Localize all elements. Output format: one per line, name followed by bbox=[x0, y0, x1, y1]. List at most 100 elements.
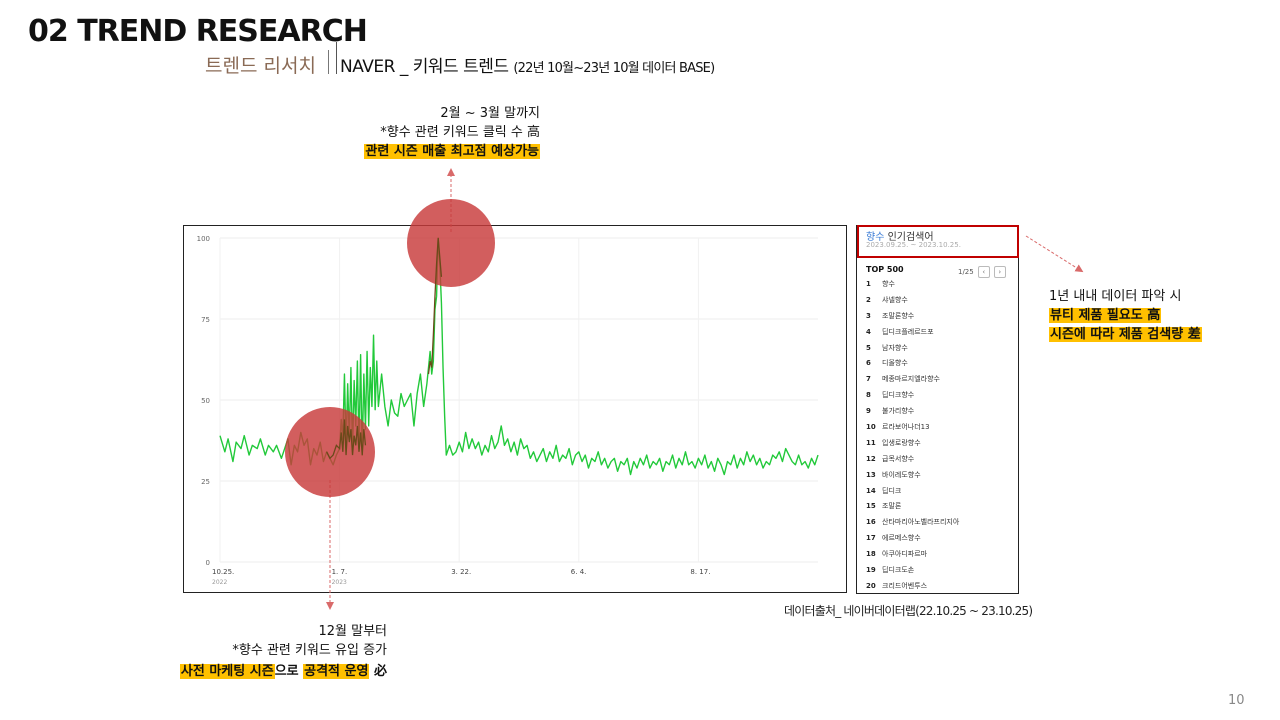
x-tick-year: 2022 bbox=[212, 579, 227, 586]
y-tick-label: 25 bbox=[201, 478, 210, 486]
peak-overlay-line bbox=[427, 237, 443, 375]
slide-title: 02 TREND RESEARCH bbox=[28, 14, 368, 49]
rank-number: 3 bbox=[866, 311, 871, 320]
trend-line-chart: 0 25 50 75 100 10.25. 2022 1. 7. 2023 3. 22. 6. 4.… bbox=[197, 235, 819, 586]
rank-number: 6 bbox=[866, 359, 871, 368]
rank-number: 9 bbox=[866, 407, 871, 416]
rank-keyword: 입생로랑향수 bbox=[882, 438, 921, 447]
rank-item[interactable]: 19 딥디크도손 bbox=[866, 563, 1014, 579]
rank-keyword: 향수 bbox=[882, 280, 895, 288]
trend-chart-frame: 0 25 50 75 100 10.25. 2022 1. 7. 2023 3. 22. 6. 4.… bbox=[183, 225, 847, 593]
rank-item[interactable]: 12 급목서향수 bbox=[866, 452, 1014, 468]
panel-title-rest: 인기검색어 bbox=[884, 232, 934, 243]
rank-item[interactable]: 9 불가리향수 bbox=[866, 404, 1014, 420]
rank-keyword: 샤넬향수 bbox=[882, 295, 908, 304]
title-divider bbox=[336, 42, 337, 74]
rank-item[interactable]: 8 딥디크향수 bbox=[866, 388, 1014, 404]
bottom-annotation-highlight-a: 사전 마케팅 시즌 bbox=[179, 664, 275, 679]
rank-number: 4 bbox=[866, 327, 871, 336]
y-tick-label: 0 bbox=[206, 559, 210, 567]
rank-item[interactable]: 7 메종마르지엘라향수 bbox=[866, 372, 1014, 388]
rank-item[interactable]: 3 조말론향수 bbox=[866, 309, 1014, 325]
top-annotation: 2월 ~ 3월 말까지 *향수 관련 키워드 클릭 수 高 관련 시즌 매출 최… bbox=[364, 104, 540, 161]
subtitle-keyword-trend: NAVER _ 키워드 트렌드 bbox=[340, 57, 509, 77]
rank-number: 10 bbox=[866, 423, 876, 432]
bottom-annotation-line1: 12월 말부터 bbox=[318, 624, 387, 639]
rank-number: 12 bbox=[866, 454, 876, 463]
y-tick-label: 50 bbox=[201, 397, 210, 405]
rank-item[interactable]: 20 크리드어벤투스 bbox=[866, 579, 1014, 595]
rank-number: 2 bbox=[866, 295, 871, 304]
rank-number: 8 bbox=[866, 391, 871, 400]
prev-page-button[interactable]: ‹ bbox=[977, 266, 990, 278]
rank-keyword: 딥디크도손 bbox=[882, 566, 915, 575]
rank-keyword: 크리드어벤투스 bbox=[882, 581, 928, 590]
rank-number: 19 bbox=[866, 566, 876, 575]
rank-number: 20 bbox=[866, 581, 876, 590]
top-annotation-line1: 2월 ~ 3월 말까지 bbox=[440, 106, 540, 121]
x-tick-label: 6. 4. bbox=[571, 568, 587, 576]
rank-number: 14 bbox=[866, 486, 876, 495]
bottom-annotation-connector: 으로 bbox=[274, 664, 304, 679]
rank-keyword: 조말론향수 bbox=[882, 311, 915, 320]
bottom-annotation: 12월 말부터 *향수 관련 키워드 유입 증가 사전 마케팅 시즌으로 공격적… bbox=[179, 622, 387, 681]
rank-keyword: 메종마르지엘라향수 bbox=[882, 375, 940, 384]
rank-item[interactable]: 13 바이레도향수 bbox=[866, 468, 1014, 484]
rank-number: 1 bbox=[866, 280, 871, 288]
rank-list: 1 향수 2 샤넬향수 3 조말론향수 4 딥디크플레르드포 5 남자향수 6 디올향수 7 메종마르지엘… bbox=[866, 277, 1014, 595]
bottom-annotation-line2: *향수 관련 키워드 유입 증가 bbox=[232, 643, 387, 658]
side-annotation-highlight1: 뷰티 제품 필요도 高 bbox=[1049, 308, 1162, 323]
subtitle-korean: 트렌드 리서치 bbox=[205, 55, 316, 77]
side-annotation-highlight2: 시즌에 따라 제품 검색량 差 bbox=[1049, 327, 1202, 342]
rank-item[interactable]: 14 딥디크 bbox=[866, 484, 1014, 500]
rank-item[interactable]: 5 남자향수 bbox=[866, 341, 1014, 357]
rank-item[interactable]: 11 입생로랑향수 bbox=[866, 436, 1014, 452]
panel-date-range: 2023.09.25. ~ 2023.10.25. bbox=[866, 241, 961, 249]
x-tick-label: 8. 17. bbox=[690, 568, 710, 576]
rise-highlight-circle bbox=[285, 407, 375, 497]
top-annotation-highlight: 관련 시즌 매출 최고점 예상가능 bbox=[364, 144, 540, 159]
x-tick-label: 3. 22. bbox=[451, 568, 471, 576]
rank-item[interactable]: 6 디올향수 bbox=[866, 356, 1014, 372]
subtitle-range: (22년 10월~23년 10월 데이터 BASE) bbox=[513, 61, 715, 76]
page-number: 10 bbox=[1228, 693, 1245, 708]
rank-item[interactable]: 1 향수 bbox=[866, 277, 1014, 293]
rank-keyword: 아쿠아디파르마 bbox=[882, 550, 928, 559]
next-page-button[interactable]: › bbox=[993, 266, 1006, 278]
top-annotation-line2: *향수 관련 키워드 클릭 수 高 bbox=[380, 125, 540, 140]
subtitle-divider bbox=[328, 50, 329, 74]
data-source: 데이터출처_ 네이버데이터랩(22.10.25 ~ 23.10.25) bbox=[784, 604, 1033, 618]
rank-item[interactable]: 2 샤넬향수 bbox=[866, 293, 1014, 309]
rank-keyword: 딥디크향수 bbox=[882, 391, 915, 400]
rank-number: 15 bbox=[866, 502, 876, 511]
rank-keyword: 딥디크 bbox=[882, 486, 902, 495]
rank-number: 16 bbox=[866, 518, 876, 527]
rank-number: 7 bbox=[866, 375, 871, 384]
popular-search-panel bbox=[856, 225, 1019, 594]
rank-number: 18 bbox=[866, 550, 876, 559]
rank-keyword: 급목서향수 bbox=[882, 454, 915, 463]
rank-item[interactable]: 16 산타마리아노벨라프리지아 bbox=[866, 515, 1014, 531]
y-tick-label: 100 bbox=[197, 235, 210, 243]
rank-number: 11 bbox=[866, 438, 876, 447]
rank-number: 13 bbox=[866, 470, 876, 479]
rank-keyword: 딥디크플레르드포 bbox=[882, 327, 934, 336]
rank-item[interactable]: 17 에르메스향수 bbox=[866, 531, 1014, 547]
chart-overlay-lines bbox=[326, 237, 443, 460]
y-tick-label: 75 bbox=[201, 316, 210, 324]
bottom-annotation-tail: 必 bbox=[369, 664, 387, 679]
rank-keyword: 남자향수 bbox=[882, 343, 908, 352]
peak-highlight-circle bbox=[407, 199, 495, 287]
rank-item[interactable]: 4 딥디크플레르드포 bbox=[866, 325, 1014, 341]
rise-overlay-line bbox=[326, 419, 367, 460]
rank-item[interactable]: 15 조말론 bbox=[866, 499, 1014, 515]
rank-item[interactable]: 10 르라보어나더13 bbox=[866, 420, 1014, 436]
side-annotation: 1년 내내 데이터 파악 시 뷰티 제품 필요도 高 시즌에 따라 제품 검색량… bbox=[1049, 287, 1202, 344]
panel-header-highlight bbox=[857, 225, 1019, 258]
x-tick-year: 2023 bbox=[332, 579, 347, 586]
rank-keyword: 조말론 bbox=[882, 502, 902, 511]
rank-item[interactable]: 18 아쿠아디파르마 bbox=[866, 547, 1014, 563]
rank-keyword: 바이레도향수 bbox=[882, 470, 921, 479]
rank-number: 17 bbox=[866, 534, 876, 543]
